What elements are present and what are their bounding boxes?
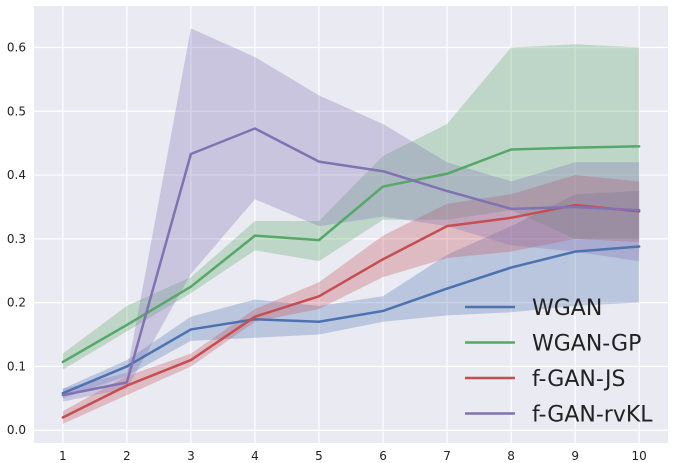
x-axis-ticks: 1 2 3 4 5 6 7 8 9 10 [59,449,647,463]
legend-label: f-GAN-JS [532,367,625,392]
series-line-f-GAN-JS [61,203,641,419]
band-WGAN-GP [62,44,640,370]
y-tick-label: 0.1 [7,359,26,373]
series-line-WGAN-GP [61,145,641,364]
legend-label: WGAN-GP [532,332,641,357]
plot-area [34,6,668,443]
x-tick-label: 5 [315,449,323,463]
x-tick-label: 8 [507,449,515,463]
band-f-GAN-JS [62,175,640,424]
x-tick-label: 4 [251,449,259,463]
x-tick-label: 2 [123,449,131,463]
y-tick-label: 0.5 [7,104,26,118]
x-tick-label: 9 [571,449,579,463]
x-tick-label: 7 [443,449,451,463]
legend-label: f-GAN-rvKL [532,403,653,428]
x-tick-label: 1 [59,449,67,463]
y-tick-label: 0.4 [7,168,26,182]
series-lines [61,127,641,419]
x-tick-label: 3 [187,449,195,463]
y-tick-label: 0.2 [7,296,26,310]
y-tick-label: 0.3 [7,232,26,246]
grid [34,6,668,443]
series-line-WGAN [61,245,641,395]
series-line-f-GAN-rvKL [61,127,641,397]
legend-label: WGAN [532,296,602,321]
legend: WGAN WGAN-GP f-GAN-JS f-GAN-rvKL [465,296,653,428]
x-tick-label: 10 [632,449,647,463]
y-tick-label: 0.0 [7,423,26,437]
x-tick-label: 6 [379,449,387,463]
y-axis-ticks: 0.0 0.1 0.2 0.3 0.4 0.5 0.6 [7,40,26,437]
band-WGAN [62,191,640,399]
y-tick-label: 0.6 [7,40,26,54]
